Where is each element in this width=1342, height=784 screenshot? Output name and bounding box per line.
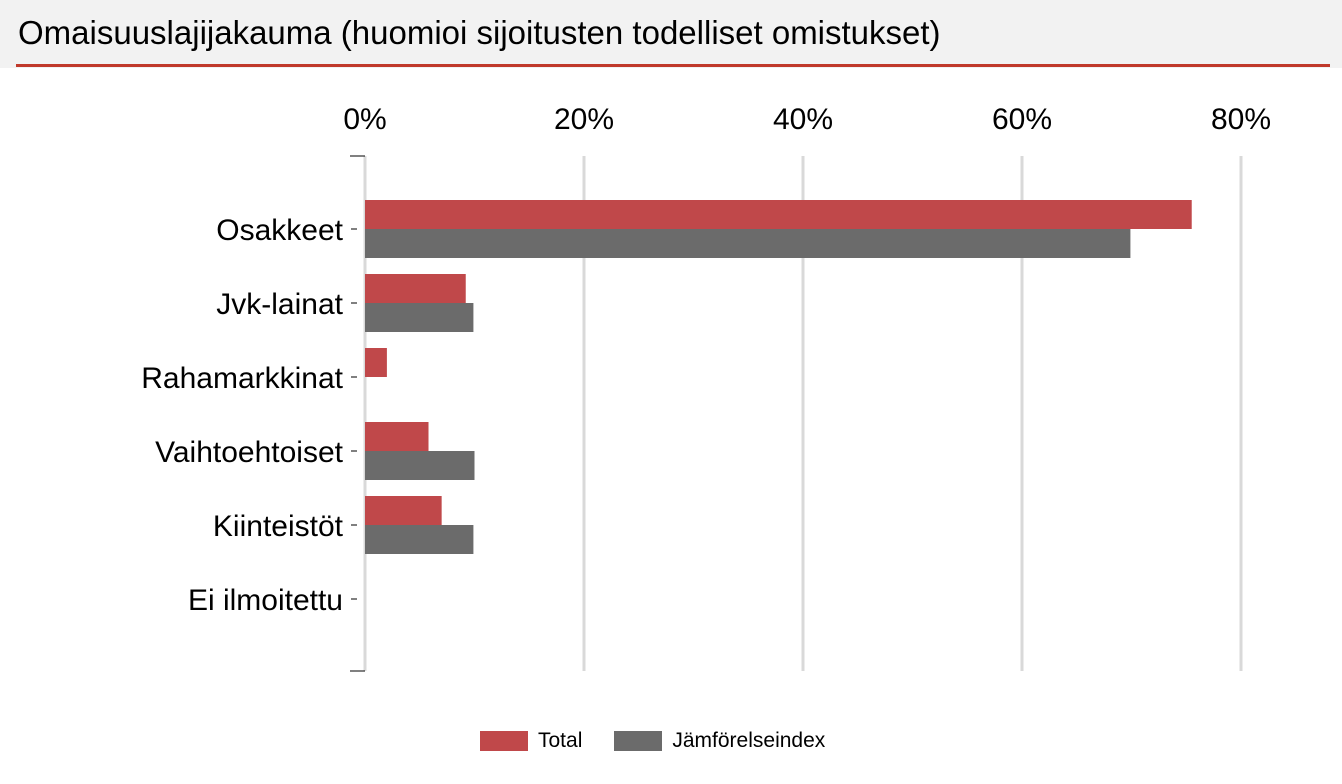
legend-swatch-benchmark	[614, 731, 663, 751]
bar-total	[365, 274, 466, 303]
bar-benchmark	[365, 525, 474, 554]
chart-title: Omaisuuslajijakauma (huomioi sijoitusten…	[18, 14, 941, 51]
legend: Total Jämförelseindex	[480, 727, 857, 755]
category-label: Kiinteistöt	[213, 510, 344, 543]
bar-benchmark	[365, 303, 474, 332]
category-label: Jvk-lainat	[216, 288, 343, 321]
legend-item-benchmark: Jämförelseindex	[614, 729, 825, 753]
legend-item-total: Total	[480, 729, 582, 753]
x-tick-label: 40%	[773, 103, 833, 136]
bar-total	[365, 422, 429, 451]
x-tick-label: 0%	[343, 103, 386, 136]
category-label: Osakkeet	[216, 214, 343, 247]
category-label: Ei ilmoitettu	[188, 584, 343, 617]
legend-swatch-total	[480, 731, 528, 751]
chart-header: Omaisuuslajijakauma (huomioi sijoitusten…	[0, 0, 1342, 68]
title-underline	[16, 64, 1330, 67]
bar-total	[365, 348, 387, 377]
bar-benchmark	[365, 229, 1131, 258]
x-tick-label: 80%	[1211, 103, 1271, 136]
x-tick-label: 20%	[554, 103, 614, 136]
legend-label-benchmark: Jämförelseindex	[672, 729, 826, 752]
bar-benchmark	[365, 451, 475, 480]
category-label: Vaihtoehtoiset	[155, 436, 344, 469]
legend-label-total: Total	[538, 729, 583, 752]
bar-total	[365, 496, 442, 525]
category-label: Rahamarkkinat	[141, 362, 343, 395]
bar-total	[365, 200, 1192, 229]
x-tick-label: 60%	[992, 103, 1052, 136]
